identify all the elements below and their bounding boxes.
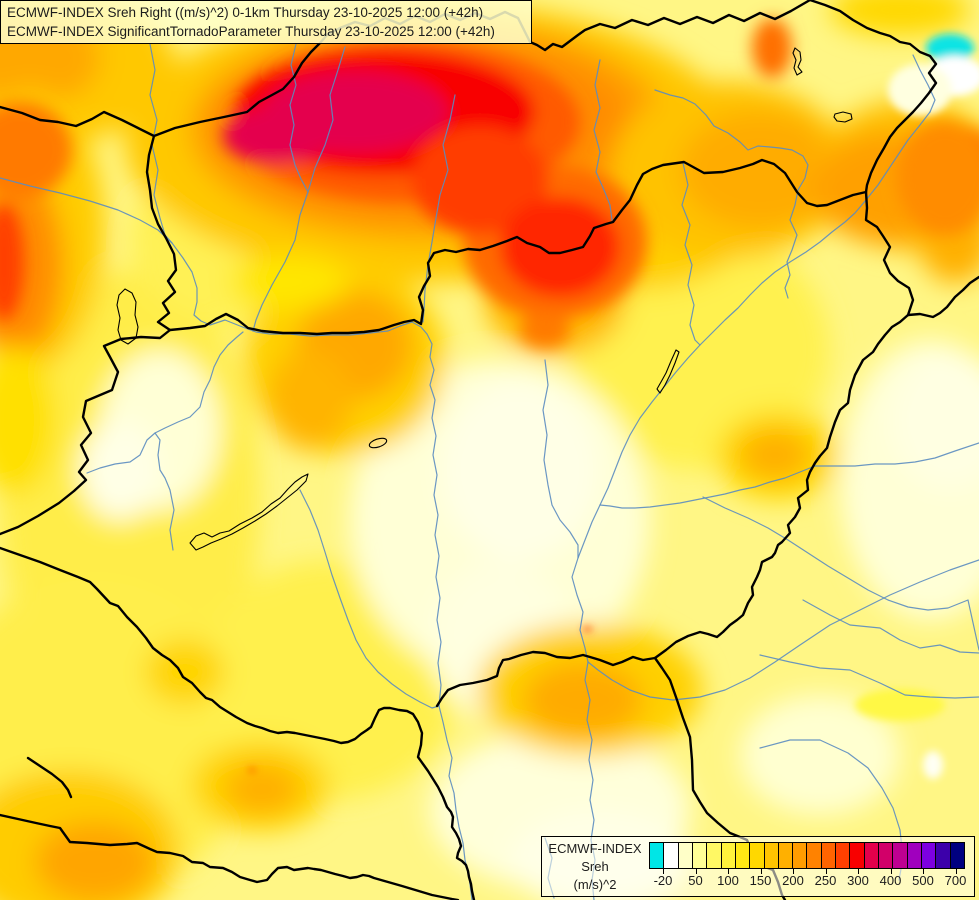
legend-color-cell-12 <box>820 842 837 869</box>
border-hu-rs <box>435 650 657 708</box>
river-east-2 <box>759 654 979 699</box>
legend-parameter-label: Sreh <box>581 859 609 874</box>
legend-color-cell-4 <box>706 842 722 869</box>
legend-color-cell-10 <box>792 842 808 869</box>
legend-color-cell-8 <box>763 842 779 869</box>
legend-tick-1 <box>695 869 697 874</box>
legend-color-cell-9 <box>777 842 794 869</box>
contour-field-details <box>248 34 979 779</box>
river-bodrog <box>654 89 809 299</box>
river-danube <box>0 177 473 900</box>
legend-color-cell-18 <box>906 842 922 869</box>
river-morava <box>149 43 173 244</box>
legend-color-cell-20 <box>935 842 951 869</box>
lakes <box>116 47 853 551</box>
legend-color-cell-5 <box>720 842 736 869</box>
legend-tick-4 <box>793 869 794 874</box>
legend-color-cell-19 <box>920 842 937 869</box>
legend-color-cell-17 <box>892 842 908 869</box>
border-ua-ro <box>906 275 979 319</box>
legend-tick-7 <box>890 869 892 874</box>
border-hu-sk <box>168 158 868 336</box>
river-raba-branch <box>154 432 175 551</box>
legend-color-cell-11 <box>806 842 822 869</box>
legend-tick-3 <box>760 869 762 874</box>
river-slovakia-east <box>593 59 613 221</box>
rivers <box>0 43 979 900</box>
legend-tick-label-0: -20 <box>653 873 673 888</box>
legend-colorbar <box>649 842 965 869</box>
river-tisza-upper <box>912 54 936 113</box>
river-tisza <box>571 111 931 900</box>
river-sio <box>299 489 440 709</box>
legend-color-cell-16 <box>878 842 894 869</box>
river-raba <box>86 331 244 474</box>
legend-color-cell-2 <box>677 842 693 869</box>
legend-tick-6 <box>858 869 859 874</box>
legend-tick-label-2: 100 <box>717 873 739 888</box>
legend-color-cell-0 <box>649 842 665 869</box>
legend-color-cell-1 <box>663 842 679 869</box>
legend-color-cell-7 <box>749 842 765 869</box>
lake-balaton <box>189 473 309 551</box>
legend-product-label: ECMWF-INDEX <box>548 841 642 856</box>
river-koros-branch <box>814 442 979 467</box>
legend-tick-8 <box>923 869 924 874</box>
border-hu-ro <box>653 313 910 660</box>
legend-tick-5 <box>825 869 827 874</box>
river-hernad <box>681 162 701 346</box>
border-cz-at <box>0 105 156 138</box>
lake-tisza <box>656 349 680 394</box>
border-hr-ba-sava <box>0 813 460 900</box>
map-title-line-2: ECMWF-INDEX SignificantTornadoParameter … <box>7 24 495 39</box>
legend-tick-label-5: 250 <box>814 873 837 888</box>
legend-tick-2 <box>728 869 729 874</box>
legend-tick-9 <box>955 869 957 874</box>
river-east-1 <box>802 599 979 654</box>
river-vah <box>252 46 346 332</box>
border-cz-sk <box>152 33 329 138</box>
legend-tick-label-4: 200 <box>782 873 804 888</box>
border-sk-ua <box>808 0 938 194</box>
river-hron <box>422 94 456 323</box>
legend-color-cell-3 <box>691 842 708 869</box>
legend-box: ECMWF-INDEX Sreh (m/s)^2 -20 50 100 150 200 2… <box>541 836 975 897</box>
border-hu-hr-drava <box>0 546 476 900</box>
legend-color-cell-14 <box>849 842 865 869</box>
legend-color-cell-21 <box>949 842 965 869</box>
legend-tick-label-8: 500 <box>912 873 934 888</box>
legend-unit-label: (m/s)^2 <box>573 877 617 892</box>
border-slo-hr-stub <box>26 756 73 799</box>
legend-tick-0 <box>663 869 664 874</box>
lake-velence <box>368 437 388 449</box>
river-maros <box>587 559 979 701</box>
river-somes <box>702 496 979 651</box>
river-zagyva <box>542 359 579 559</box>
legend-tick-label-1: 50 <box>688 873 703 888</box>
legend-tick-label-9: 700 <box>944 873 967 888</box>
legend-title-block: ECMWF-INDEX Sreh (m/s)^2 <box>544 840 646 894</box>
map-title-line-1: ECMWF-INDEX Sreh Right ((m/s)^2) 0-1km T… <box>7 5 484 20</box>
river-koros <box>599 465 816 509</box>
legend-color-cell-13 <box>835 842 851 869</box>
legend-tick-label-3: 150 <box>749 873 772 888</box>
lake-small-east-2 <box>833 111 853 123</box>
river-nitra <box>289 43 309 193</box>
legend-color-cell-15 <box>863 842 879 869</box>
border-at-hu-west <box>0 134 178 536</box>
map-title-bar: ECMWF-INDEX Sreh Right ((m/s)^2) 0-1km T… <box>0 0 532 44</box>
legend-color-cell-6 <box>734 842 751 869</box>
legend-tick-label-7: 400 <box>879 873 902 888</box>
lake-ferto <box>116 288 139 345</box>
legend-tick-label-6: 300 <box>847 873 869 888</box>
border-hu-ua <box>864 190 915 317</box>
lake-small-east-1 <box>792 47 803 76</box>
